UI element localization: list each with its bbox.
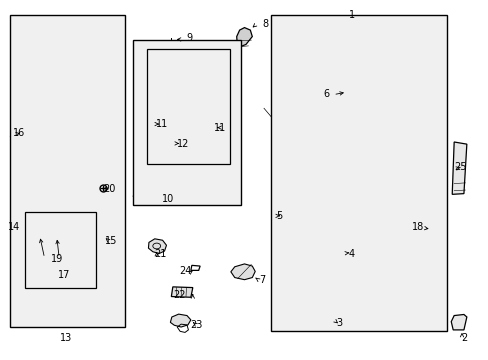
Text: 19: 19 xyxy=(51,254,63,264)
Polygon shape xyxy=(236,28,252,47)
Bar xyxy=(271,15,446,330)
Text: 10: 10 xyxy=(162,194,174,204)
Text: 23: 23 xyxy=(190,320,203,330)
Bar xyxy=(25,212,96,288)
Text: 4: 4 xyxy=(348,248,354,258)
Text: 24: 24 xyxy=(179,266,191,276)
Text: 6: 6 xyxy=(323,89,329,99)
Text: 18: 18 xyxy=(411,222,424,231)
Polygon shape xyxy=(198,115,219,131)
Polygon shape xyxy=(149,110,165,127)
Polygon shape xyxy=(170,314,190,327)
Text: 11: 11 xyxy=(155,120,167,129)
Polygon shape xyxy=(168,133,189,145)
Polygon shape xyxy=(450,315,466,330)
Text: 15: 15 xyxy=(104,236,117,246)
Polygon shape xyxy=(230,264,255,280)
Text: 25: 25 xyxy=(454,162,467,172)
Bar xyxy=(10,15,125,327)
Text: 20: 20 xyxy=(103,184,116,194)
Text: 17: 17 xyxy=(58,270,70,280)
Polygon shape xyxy=(148,239,166,253)
Text: 9: 9 xyxy=(186,33,193,43)
Polygon shape xyxy=(322,237,427,320)
Polygon shape xyxy=(26,220,47,237)
Polygon shape xyxy=(96,220,112,243)
Text: 5: 5 xyxy=(276,211,282,221)
Text: 16: 16 xyxy=(13,129,25,138)
Text: 2: 2 xyxy=(460,333,466,343)
Polygon shape xyxy=(275,47,443,194)
Text: 8: 8 xyxy=(262,19,267,29)
Polygon shape xyxy=(171,287,192,297)
Text: 7: 7 xyxy=(259,275,264,285)
Polygon shape xyxy=(133,76,176,202)
Polygon shape xyxy=(10,123,40,153)
Text: 3: 3 xyxy=(336,319,342,328)
Text: 1: 1 xyxy=(348,10,354,20)
Text: 14: 14 xyxy=(8,222,20,231)
Polygon shape xyxy=(35,178,119,288)
Text: 22: 22 xyxy=(173,290,185,300)
Polygon shape xyxy=(45,221,64,237)
Bar xyxy=(133,40,240,205)
Text: 12: 12 xyxy=(177,139,189,149)
Text: 21: 21 xyxy=(154,248,166,258)
Text: 13: 13 xyxy=(61,333,73,343)
Bar xyxy=(147,49,229,164)
Text: 11: 11 xyxy=(214,123,226,133)
Polygon shape xyxy=(290,187,441,237)
Polygon shape xyxy=(451,142,466,194)
Polygon shape xyxy=(341,39,430,98)
